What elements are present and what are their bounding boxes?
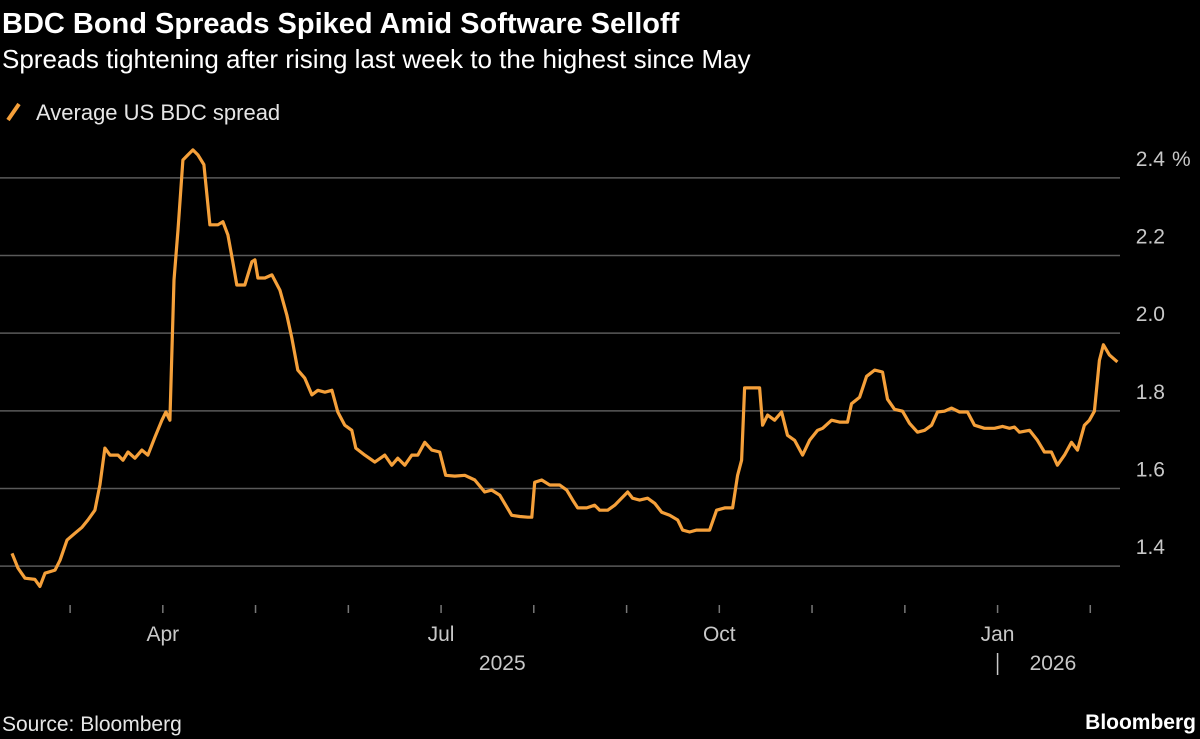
y-tick-label: 1.6 — [1136, 459, 1165, 482]
brand: Bloomberg — [1085, 711, 1196, 734]
y-tick-label: 2.2 — [1136, 226, 1165, 249]
series-line — [10, 148, 1119, 588]
y-tick-label: 2.4 — [1136, 148, 1166, 171]
year-label: 2026 — [1030, 652, 1077, 675]
source-note: Source: Bloomberg — [2, 713, 182, 736]
legend-swatch — [6, 102, 21, 122]
x-tick-label: Oct — [703, 623, 736, 646]
y-unit: % — [1172, 148, 1191, 171]
chart-title: BDC Bond Spreads Spiked Amid Software Se… — [2, 8, 680, 40]
y-tick-label: 1.4 — [1136, 536, 1166, 559]
chart-subtitle: Spreads tightening after rising last wee… — [2, 44, 751, 74]
legend-label: Average US BDC spread — [36, 100, 280, 125]
x-tick-label: Jul — [428, 623, 455, 646]
y-tick-label: 1.8 — [1136, 381, 1165, 404]
year-label: 2025 — [479, 652, 526, 675]
x-tick-label: Jan — [981, 623, 1015, 646]
y-tick-label: 2.0 — [1136, 303, 1165, 326]
x-tick-label: Apr — [146, 623, 179, 646]
